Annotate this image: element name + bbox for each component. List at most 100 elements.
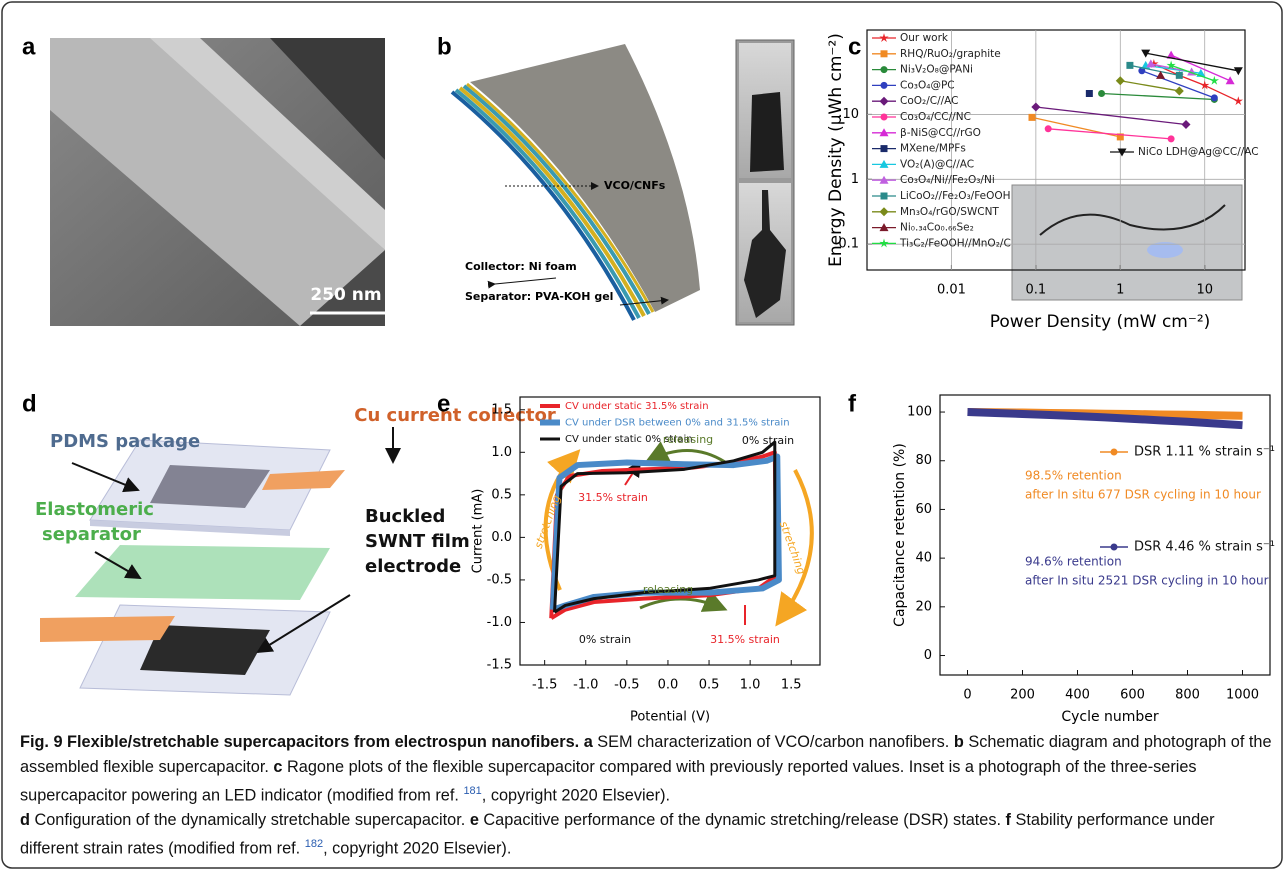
legend-marker bbox=[880, 81, 888, 89]
annotation: 0% strain bbox=[579, 633, 631, 646]
x-tick-label: 200 bbox=[1010, 688, 1035, 703]
data-point bbox=[1126, 61, 1134, 69]
data-line bbox=[1129, 64, 1180, 76]
data-point bbox=[1233, 67, 1243, 76]
legend-label: NiCo LDH@Ag@CC//AC bbox=[1138, 146, 1259, 158]
schematic-label: Collector: Ni foam bbox=[465, 260, 577, 273]
legend-label: Co₃O₄/CC//NC bbox=[900, 111, 971, 123]
y-tick-label: -0.5 bbox=[487, 572, 512, 587]
data-point bbox=[1175, 71, 1183, 79]
panel-label: d bbox=[22, 390, 37, 417]
data-point bbox=[1210, 94, 1218, 102]
y-tick-label: -1.0 bbox=[487, 615, 512, 630]
y-tick-label: 20 bbox=[915, 599, 932, 614]
data-point bbox=[1141, 49, 1151, 58]
data-point bbox=[1138, 67, 1146, 75]
legend-marker bbox=[1117, 148, 1127, 157]
data-line bbox=[1120, 80, 1180, 92]
x-tick-label: 0.0 bbox=[658, 678, 679, 693]
diagram-label: SWNT film bbox=[365, 531, 470, 552]
annotation: after In situ 677 DSR cycling in 10 hour bbox=[1025, 488, 1261, 502]
annotation: 31.5% strain bbox=[578, 491, 648, 504]
data-point bbox=[1085, 90, 1093, 98]
annotation: 0% strain bbox=[742, 434, 794, 447]
plot-frame bbox=[866, 29, 1246, 271]
data-point bbox=[1146, 59, 1156, 68]
x-axis-label: Power Density (mW cm⁻²) bbox=[990, 312, 1211, 332]
panel-label: e bbox=[437, 390, 450, 417]
caption-panel-label: c bbox=[273, 757, 283, 776]
data-line bbox=[1101, 92, 1215, 101]
data-point bbox=[1233, 96, 1243, 106]
reference-link[interactable]: 181 bbox=[463, 785, 482, 797]
legend-label: DSR 4.46 % strain s⁻¹ bbox=[1134, 540, 1275, 555]
diagram-label: Elastomeric bbox=[35, 499, 154, 520]
legend-marker bbox=[880, 50, 888, 58]
data-point bbox=[1156, 70, 1166, 79]
reference-link[interactable]: 182 bbox=[304, 838, 324, 851]
y-tick-label: 0.0 bbox=[491, 530, 512, 545]
x-tick-label: -0.5 bbox=[614, 678, 639, 693]
data-point bbox=[1166, 50, 1176, 59]
legend-marker bbox=[879, 33, 889, 42]
legend-label: Ti₃C₂/FeOOH//MnO₂/C bbox=[899, 237, 1011, 249]
legend-marker bbox=[880, 192, 888, 200]
legend-label: CV under static 0% strain bbox=[565, 434, 693, 445]
y-tick-label: 60 bbox=[915, 502, 932, 517]
x-tick-label: 10 bbox=[1196, 283, 1213, 298]
panel-label: a bbox=[22, 33, 36, 60]
plot-frame bbox=[939, 394, 1271, 676]
y-tick-label: 0.5 bbox=[491, 487, 512, 502]
x-tick-label: 0 bbox=[963, 688, 971, 703]
panel-label: b bbox=[437, 33, 452, 60]
caption-panel-label: e bbox=[469, 810, 479, 829]
data-line bbox=[1141, 70, 1215, 99]
legend-marker bbox=[879, 238, 889, 248]
diagram-label: PDMS package bbox=[50, 431, 200, 452]
annotation: 31.5% strain bbox=[710, 633, 780, 646]
legend-marker bbox=[880, 66, 888, 74]
data-line bbox=[553, 440, 777, 614]
x-tick-label: 1.5 bbox=[781, 678, 802, 693]
diagram-label: electrode bbox=[365, 556, 461, 577]
y-tick-label: 1.0 bbox=[491, 445, 512, 460]
y-tick-label: 0 bbox=[924, 648, 932, 663]
data-point bbox=[1167, 135, 1175, 143]
caption-text: Schematic diagram and photograph of the … bbox=[20, 733, 1272, 776]
x-tick-label: 1 bbox=[1116, 283, 1124, 298]
caption-text: Capacitive performance of the dynamic st… bbox=[483, 810, 1002, 829]
y-axis-label: Capacitance retention (%) bbox=[892, 443, 908, 627]
diagram-label: separator bbox=[42, 524, 141, 545]
data-point bbox=[1098, 90, 1106, 98]
legend-marker bbox=[879, 159, 889, 168]
data-point bbox=[1181, 119, 1191, 129]
x-tick-label: 1.0 bbox=[740, 678, 761, 693]
legend-label: CV under DSR between 0% and 31.5% strain bbox=[565, 418, 790, 429]
y-tick-label: 40 bbox=[915, 551, 932, 566]
legend-marker bbox=[879, 207, 889, 217]
x-tick-label: 0.1 bbox=[1026, 283, 1047, 298]
data-point bbox=[1174, 86, 1184, 96]
legend-marker bbox=[879, 128, 889, 137]
caption-text: SEM characterization of VCO/carbon nanof… bbox=[597, 733, 950, 751]
panel-label: c bbox=[848, 33, 861, 60]
legend-label: β-NiS@CC//rGO bbox=[900, 127, 981, 139]
annotation: releasing bbox=[663, 433, 713, 446]
legend-label: DSR 1.11 % strain s⁻¹ bbox=[1134, 445, 1275, 460]
data-point bbox=[1225, 76, 1235, 85]
legend-marker bbox=[879, 223, 889, 232]
inset-photo bbox=[1011, 184, 1243, 301]
data-line bbox=[1048, 128, 1172, 140]
annotation: 94.6% retention bbox=[1025, 555, 1122, 569]
legend-marker bbox=[880, 113, 888, 121]
data-line bbox=[967, 408, 1243, 430]
legend-label: LiCoO₂//Fe₂O₃/FeOOH bbox=[900, 190, 1011, 202]
device-schematic bbox=[450, 39, 795, 326]
legend-label: RHQ/RuO₂/graphite bbox=[900, 48, 1001, 60]
legend-marker bbox=[1110, 543, 1118, 551]
scale-bar-label: 250 nm bbox=[310, 285, 381, 305]
caption-text: , copyright 2020 Elsevier). bbox=[481, 786, 671, 805]
data-point bbox=[1031, 102, 1041, 112]
caption-text: Configuration of the dynamically stretch… bbox=[34, 810, 466, 829]
